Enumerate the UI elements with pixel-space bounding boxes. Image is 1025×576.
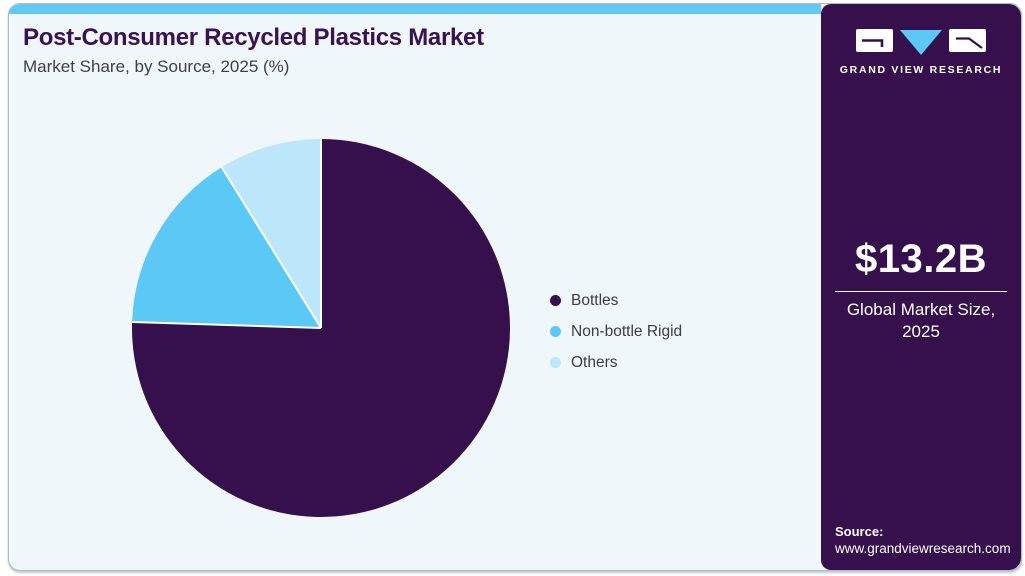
logo-g-icon [856,29,893,52]
legend-item-others: Others [550,352,682,373]
pie-chart [130,137,512,519]
pie-slice-others [221,139,321,328]
pie-slice-non-bottle-rigid [132,167,321,328]
legend-item-bottles: Bottles [550,290,682,311]
source-label: Source: [835,524,884,539]
legend-marker-non-bottle-rigid [550,326,561,337]
source-url: www.grandviewresearch.com [835,541,1011,556]
legend-label-others: Others [571,353,618,371]
brand-logo: GRAND VIEW RESEARCH [821,29,1021,76]
pie-chart-svg [131,139,510,517]
pie-slice-separator [132,321,322,329]
sidebar: GRAND VIEW RESEARCH $13.2B Global Market… [821,4,1021,570]
top-accent-strip [9,4,821,14]
logo-glyphs [856,29,986,55]
market-size-divider [835,291,1007,292]
source-block: Source: www.grandviewresearch.com [835,524,1011,556]
legend-marker-bottles [550,295,561,306]
brand-name: GRAND VIEW RESEARCH [839,64,1003,76]
logo-r-icon [949,29,986,52]
legend-label-non-bottle-rigid: Non-bottle Rigid [571,322,683,340]
legend-item-non-bottle-rigid: Non-bottle Rigid [550,321,682,342]
market-size-value: $13.2B [855,237,987,281]
page-title: Post-Consumer Recycled Plastics Market [23,24,484,51]
infographic-card: Post-Consumer Recycled Plastics Market M… [8,3,1022,571]
legend-marker-others [550,357,561,368]
pie-slice-separator [220,166,322,329]
market-size-label-line1: Global Market Size, [846,300,996,319]
market-size-block: $13.2B Global Market Size, 2025 [821,237,1021,343]
market-size-label: Global Market Size, 2025 [821,299,1021,343]
chart-legend: Bottles Non-bottle Rigid Others [550,290,682,383]
market-size-label-line2: 2025 [902,321,940,341]
logo-v-icon [900,30,942,55]
legend-label-bottles: Bottles [571,291,619,309]
page-subtitle: Market Share, by Source, 2025 (%) [23,57,290,76]
